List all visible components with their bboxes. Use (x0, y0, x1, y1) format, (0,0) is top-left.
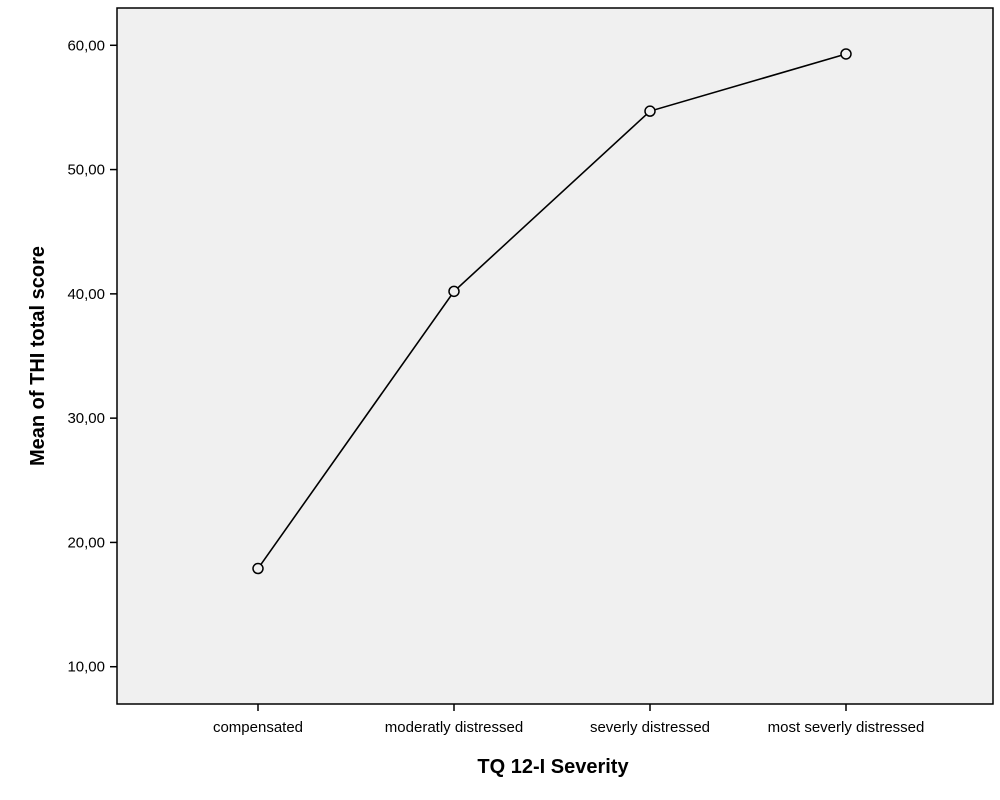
data-point (448, 285, 460, 298)
x-tick-label: compensated (213, 719, 303, 736)
x-tick-label: moderatly distressed (385, 719, 523, 736)
data-point (252, 562, 264, 575)
y-axis: 10,00 20,00 30,00 40,00 50,00 60,00 (67, 37, 117, 676)
y-tick-label: 20,00 (67, 534, 105, 551)
y-tick-label: 10,00 (67, 659, 105, 676)
plot-area (116, 7, 994, 705)
series-line (257, 53, 847, 569)
y-tick-label: 40,00 (67, 286, 105, 303)
x-axis-title: TQ 12-I Severity (477, 756, 629, 778)
x-tick-label: severly distressed (590, 719, 710, 736)
x-tick-label: most severly distressed (768, 719, 925, 736)
y-tick-label: 60,00 (67, 37, 105, 54)
data-point (840, 48, 852, 60)
data-point (644, 105, 656, 117)
y-axis-title: Mean of THI total score (27, 246, 49, 466)
y-tick-label: 50,00 (67, 162, 105, 179)
data-series (252, 48, 852, 575)
x-axis: compensated moderatly distressed severly d… (213, 704, 924, 736)
y-tick-label: 30,00 (67, 410, 105, 427)
